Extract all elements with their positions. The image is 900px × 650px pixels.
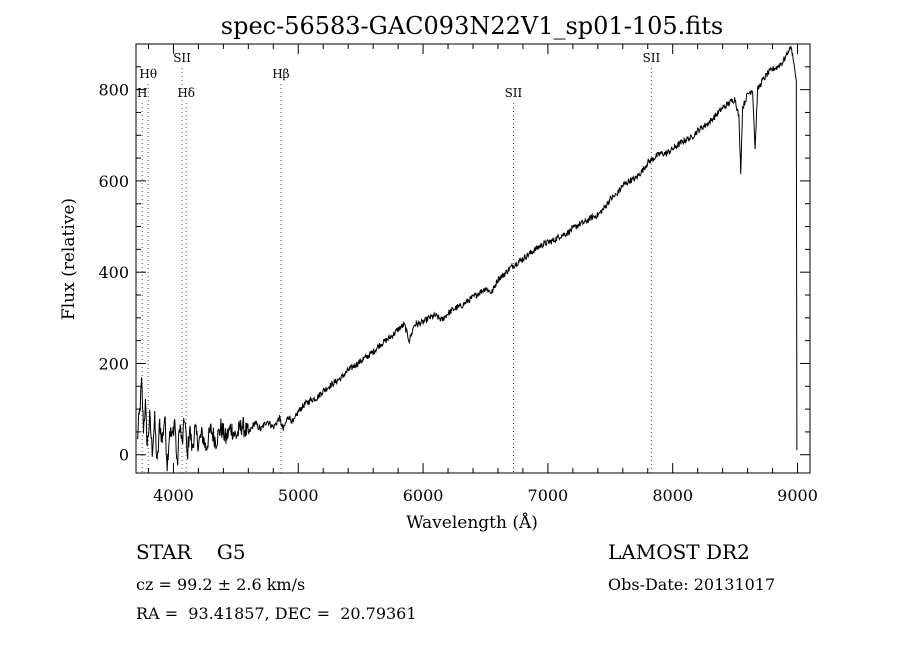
- obs-date: Obs-Date: 20131017: [608, 575, 776, 594]
- spectral-line-label: Hθ: [139, 67, 157, 81]
- y-tick-label: 400: [98, 263, 129, 282]
- y-tick-label: 600: [98, 172, 129, 191]
- plot-area: [136, 45, 798, 472]
- y-tick-label: 200: [98, 354, 129, 373]
- plot-frame: [135, 43, 811, 474]
- x-tick-label: 8000: [652, 486, 693, 505]
- spectral-lines: Hθ H SII Hδ Hβ SII SII: [137, 51, 660, 473]
- spectral-line-label: SII: [505, 86, 523, 100]
- spectral-line-label: H: [137, 86, 147, 100]
- star-class: STAR G5: [136, 540, 246, 564]
- chart-title: spec-56583-GAC093N22V1_sp01-105.fits: [221, 12, 723, 40]
- x-tick-label: 9000: [777, 486, 818, 505]
- spectral-line-label: Hδ: [177, 86, 195, 100]
- y-tick-label: 0: [119, 446, 129, 465]
- coordinates-text: RA = 93.41857, DEC = 20.79361: [136, 604, 417, 623]
- x-tick-label: 6000: [403, 486, 444, 505]
- y-axis-label: Flux (relative): [59, 198, 79, 320]
- spectral-line-label: Hβ: [272, 67, 289, 81]
- x-tick-label: 5000: [278, 486, 319, 505]
- spectral-line-label: SII: [643, 51, 661, 65]
- spectral-line-label: SII: [173, 51, 191, 65]
- axis-ticks: 4000 5000 6000 7000 8000 9000 0 200 400 600 800: [98, 43, 818, 505]
- spectrum-series-line: [136, 45, 798, 472]
- x-tick-label: 7000: [528, 486, 569, 505]
- velocity-text: cz = 99.2 ± 2.6 km/s: [136, 575, 306, 594]
- survey-name: LAMOST DR2: [608, 540, 750, 564]
- y-tick-label: 800: [98, 81, 129, 100]
- x-axis-label: Wavelength (Å): [406, 512, 538, 533]
- x-tick-label: 4000: [153, 486, 194, 505]
